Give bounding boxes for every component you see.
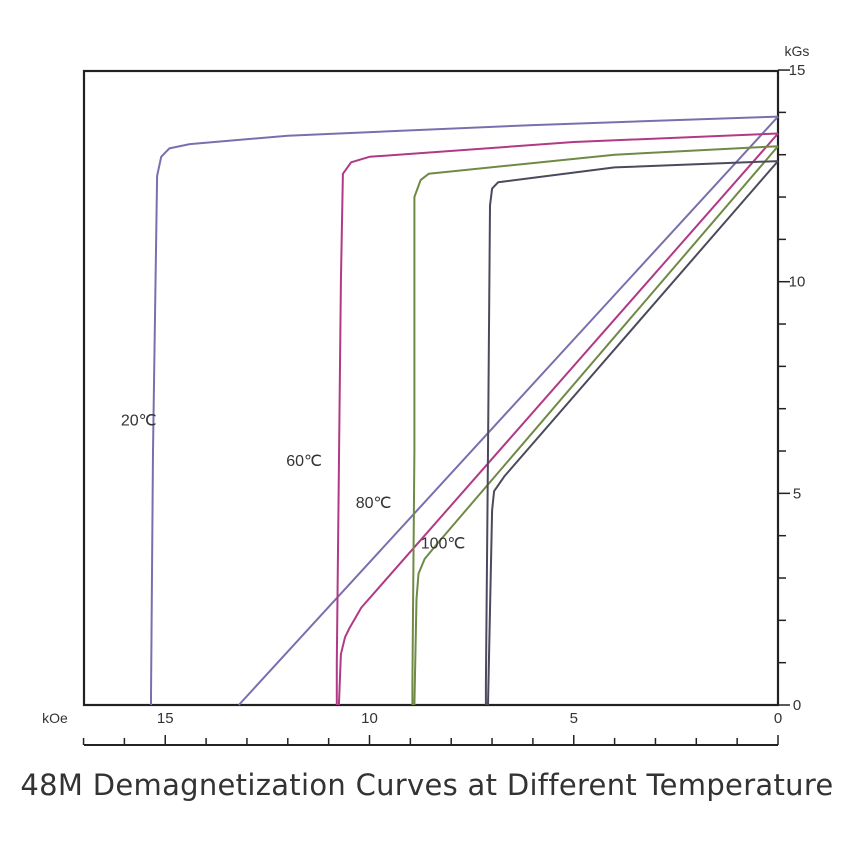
x-axis-unit: kOe bbox=[42, 710, 68, 726]
series-layer bbox=[150, 115, 779, 706]
y-tick-label: 15 bbox=[789, 62, 806, 79]
temperature-label: 80℃ bbox=[356, 495, 392, 512]
series-line-recoil bbox=[337, 132, 779, 706]
x-tick-label: 10 bbox=[361, 710, 378, 727]
series-line-demag bbox=[411, 145, 779, 705]
x-tick-label: 0 bbox=[774, 710, 782, 727]
series-line-recoil bbox=[413, 145, 779, 706]
y-axis-unit: kGs bbox=[785, 43, 810, 59]
series-line-recoil bbox=[238, 115, 779, 706]
chart-title: 48M Demagnetization Curves at Different … bbox=[20, 768, 834, 802]
x-tick-label: 15 bbox=[157, 710, 174, 727]
series-line-recoil bbox=[487, 160, 779, 706]
label-layer: 20℃ 60℃ 80℃ 100℃ bbox=[121, 413, 466, 553]
y-tick-label: 5 bbox=[793, 485, 801, 502]
series-line-demag bbox=[150, 115, 779, 705]
right-y-axis: 0 5 10 15 bbox=[777, 62, 806, 714]
x-tick-label: 5 bbox=[570, 710, 578, 727]
temperature-label: 100℃ bbox=[421, 535, 466, 552]
y-tick-label: 0 bbox=[793, 697, 801, 714]
temperature-label: 60℃ bbox=[286, 453, 322, 470]
temperature-label: 20℃ bbox=[121, 413, 157, 430]
series-line-demag bbox=[335, 132, 779, 705]
y-tick-label: 10 bbox=[789, 274, 806, 291]
bottom-x-axis: 15 10 5 0 bbox=[82, 710, 782, 746]
series-line-demag bbox=[484, 160, 779, 705]
